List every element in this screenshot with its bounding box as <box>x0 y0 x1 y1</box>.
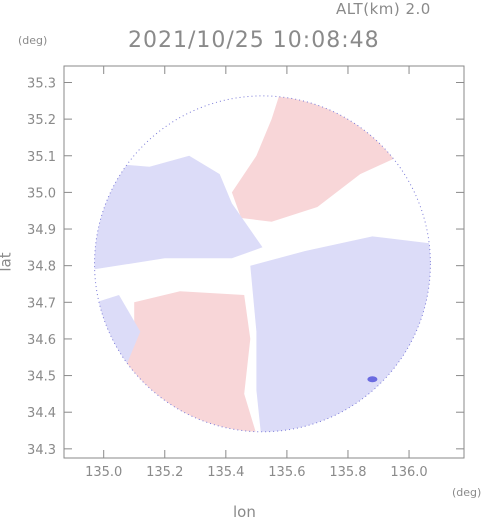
y-tick-label: 34.6 <box>27 333 56 348</box>
velocity-spot-1 <box>367 68 377 74</box>
timestamp-title: 2021/10/25 10:08:48 <box>128 28 380 53</box>
y-tick-label: 34.9 <box>27 223 56 238</box>
y-tick-label: 35.1 <box>27 150 56 165</box>
y-tick-label: 34.4 <box>27 406 56 421</box>
velocity-spot-4 <box>367 376 378 383</box>
radar-range-edge <box>94 95 431 433</box>
y-tick-label: 34.8 <box>27 260 56 275</box>
x-axis-label: lon <box>233 503 256 521</box>
region-south-west <box>112 291 257 432</box>
y-tick-label: 34.5 <box>27 370 56 385</box>
y-unit-label: (deg) <box>18 34 48 47</box>
x-tick-label: 135.6 <box>268 465 305 480</box>
radar-field <box>94 68 431 448</box>
x-tick-label: 135.4 <box>207 465 244 480</box>
region-south-east <box>250 236 431 432</box>
y-tick-label: 34.3 <box>27 443 56 458</box>
x-tick-label: 136.0 <box>390 465 427 480</box>
x-tick-label: 135.2 <box>146 465 183 480</box>
y-tick-label: 35.3 <box>27 76 56 91</box>
x-tick-label: 135.8 <box>329 465 366 480</box>
velocity-spot-3 <box>319 442 329 448</box>
velocity-spot-2 <box>349 435 359 441</box>
plot-frame <box>63 65 465 459</box>
x-tick-label: 135.0 <box>85 465 122 480</box>
y-tick-label: 35.0 <box>27 186 56 201</box>
y-tick-label: 34.7 <box>27 296 56 311</box>
y-tick-label: 35.2 <box>27 113 56 128</box>
altitude-label: ALT(km) 2.0 <box>336 0 431 18</box>
x-unit-label: (deg) <box>452 486 482 499</box>
